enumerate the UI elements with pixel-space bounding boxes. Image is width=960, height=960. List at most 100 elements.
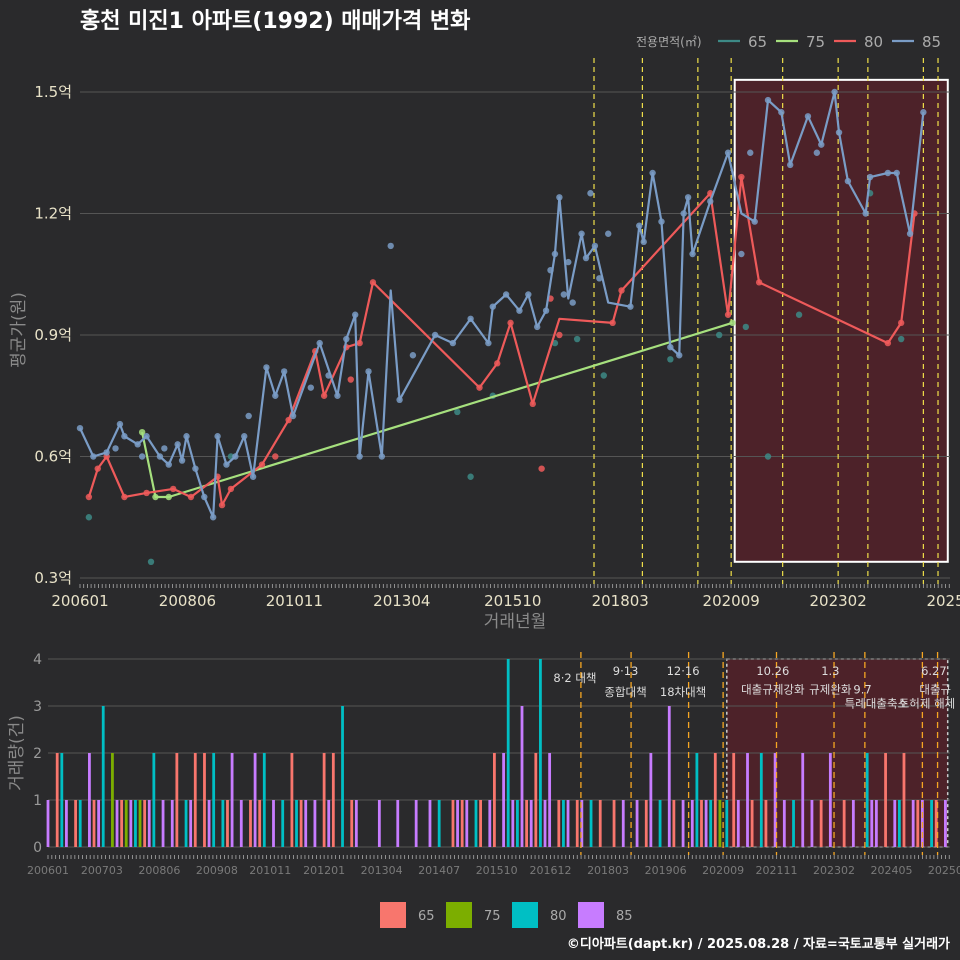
volume-bar-65 bbox=[534, 753, 538, 847]
volume-bar-85 bbox=[548, 753, 552, 847]
data-point-85 bbox=[684, 194, 692, 201]
volume-bar-85 bbox=[782, 800, 786, 847]
data-point-85 bbox=[764, 96, 772, 104]
data-point-85 bbox=[569, 299, 576, 306]
data-point-85 bbox=[156, 453, 164, 460]
data-point-65 bbox=[897, 335, 905, 343]
data-point-85 bbox=[209, 514, 217, 521]
policy-annotation: 대출규 bbox=[919, 683, 951, 697]
data-point-65 bbox=[467, 473, 474, 480]
legend-label-bottom-85: 85 bbox=[616, 909, 633, 924]
volume-bar-65 bbox=[750, 800, 754, 847]
data-point-85 bbox=[138, 453, 146, 460]
volume-bar-85 bbox=[667, 706, 671, 847]
data-point-85 bbox=[676, 352, 683, 359]
policy-annotation: 10.26 bbox=[756, 664, 789, 678]
volume-bar-80 bbox=[78, 800, 82, 847]
data-point-85 bbox=[578, 230, 585, 237]
x-tick-label-bottom: 200908 bbox=[196, 864, 238, 877]
volume-bar-85 bbox=[189, 800, 193, 847]
y-axis-title-bottom: 거래량(건) bbox=[7, 715, 27, 791]
legend-label-bottom-75: 75 bbox=[484, 909, 501, 924]
data-point-85 bbox=[649, 169, 656, 177]
volume-bar-65 bbox=[193, 753, 197, 847]
volume-bar-65 bbox=[672, 800, 676, 847]
x-tick-label: 201803 bbox=[592, 592, 649, 610]
data-point-85 bbox=[547, 267, 554, 274]
data-point-80 bbox=[476, 384, 483, 391]
y-tick-label: 0.6억 bbox=[34, 448, 72, 466]
volume-bar-panel: 0 1 2 3 4 8·2 대책 9·13 종합대책 12·16 18차대책 10.26 대출규제강화… bbox=[7, 652, 960, 877]
data-point-80 bbox=[94, 465, 101, 472]
data-point-85 bbox=[352, 311, 359, 318]
volume-bar-80 bbox=[341, 706, 344, 847]
data-point-85 bbox=[90, 453, 97, 460]
data-point-85 bbox=[738, 250, 745, 258]
policy-annotation: 특례대출축소 bbox=[845, 697, 908, 711]
volume-bar-65 bbox=[203, 753, 206, 847]
data-point-75 bbox=[152, 493, 159, 501]
volume-bar-80 bbox=[221, 800, 225, 847]
data-point-85 bbox=[636, 222, 643, 229]
volume-bar-65 bbox=[258, 800, 262, 847]
legend-swatch-bottom-80 bbox=[512, 902, 538, 928]
data-point-80 bbox=[755, 279, 763, 286]
volume-bar-85 bbox=[313, 800, 317, 847]
x-tick-label-bottom: 201612 bbox=[530, 864, 572, 877]
data-point-75 bbox=[138, 429, 146, 436]
volume-bar-65 bbox=[299, 800, 303, 847]
data-point-85 bbox=[214, 433, 221, 440]
volume-bar-80 bbox=[539, 659, 542, 847]
data-point-85 bbox=[787, 161, 794, 169]
data-point-85 bbox=[502, 291, 510, 298]
volume-bar-65 bbox=[884, 753, 887, 847]
x-tick-label: 202009 bbox=[703, 592, 760, 610]
volume-bar-65 bbox=[451, 800, 455, 847]
volume-bar-80 bbox=[262, 753, 266, 847]
data-point-85 bbox=[591, 242, 599, 250]
volume-bar-85 bbox=[207, 800, 211, 847]
data-point-85 bbox=[280, 368, 288, 375]
y-tick-label-bottom: 1 bbox=[33, 793, 42, 809]
data-point-80 bbox=[738, 173, 745, 181]
volume-bar-80 bbox=[474, 800, 478, 847]
data-point-85 bbox=[582, 254, 590, 262]
policy-annotation: 1.3 bbox=[821, 664, 839, 678]
data-point-85 bbox=[334, 392, 341, 399]
volume-bar-65 bbox=[290, 753, 294, 847]
volume-bar-80 bbox=[516, 800, 519, 847]
volume-bar-85 bbox=[736, 800, 740, 847]
volume-bar-65 bbox=[934, 800, 938, 847]
volume-bar-65 bbox=[322, 753, 326, 847]
x-axis-title: 거래년월 bbox=[484, 612, 547, 632]
volume-bar-75 bbox=[138, 800, 142, 847]
y-axis-title: 평균가(원) bbox=[9, 292, 29, 368]
volume-bar-65 bbox=[249, 800, 252, 847]
volume-bar-85 bbox=[327, 800, 331, 847]
volume-bar-85 bbox=[828, 753, 832, 847]
x-tick-label-bottom: 202111 bbox=[756, 864, 798, 877]
volume-bar-65 bbox=[55, 753, 59, 847]
data-point-85 bbox=[356, 453, 363, 460]
data-point-65 bbox=[667, 356, 674, 363]
data-point-75 bbox=[729, 319, 736, 327]
policy-annotation: 18차대책 bbox=[660, 685, 706, 699]
volume-bar-65 bbox=[92, 800, 96, 847]
x-tick-label-bottom: 201803 bbox=[587, 864, 629, 877]
volume-bar-85 bbox=[704, 800, 708, 847]
legend-swatch-bottom-75 bbox=[446, 902, 472, 928]
data-point-80 bbox=[356, 339, 363, 347]
volume-bar-85 bbox=[414, 800, 418, 847]
policy-annotation: 12·16 bbox=[667, 664, 700, 678]
data-point-85 bbox=[556, 194, 563, 201]
volume-bar-85 bbox=[580, 800, 584, 847]
chart-title: 홍천 미진1 아파트(1992) 매매가격 변화 bbox=[80, 9, 470, 34]
data-point-85 bbox=[343, 335, 350, 343]
legend-swatch-bottom-85 bbox=[578, 902, 604, 928]
data-point-85 bbox=[183, 433, 190, 440]
x-tick-label: 200601 bbox=[51, 592, 108, 610]
data-point-85 bbox=[232, 453, 239, 460]
y-tick-label-bottom: 0 bbox=[33, 840, 42, 856]
data-point-85 bbox=[640, 238, 647, 246]
volume-bar-65 bbox=[902, 753, 906, 847]
